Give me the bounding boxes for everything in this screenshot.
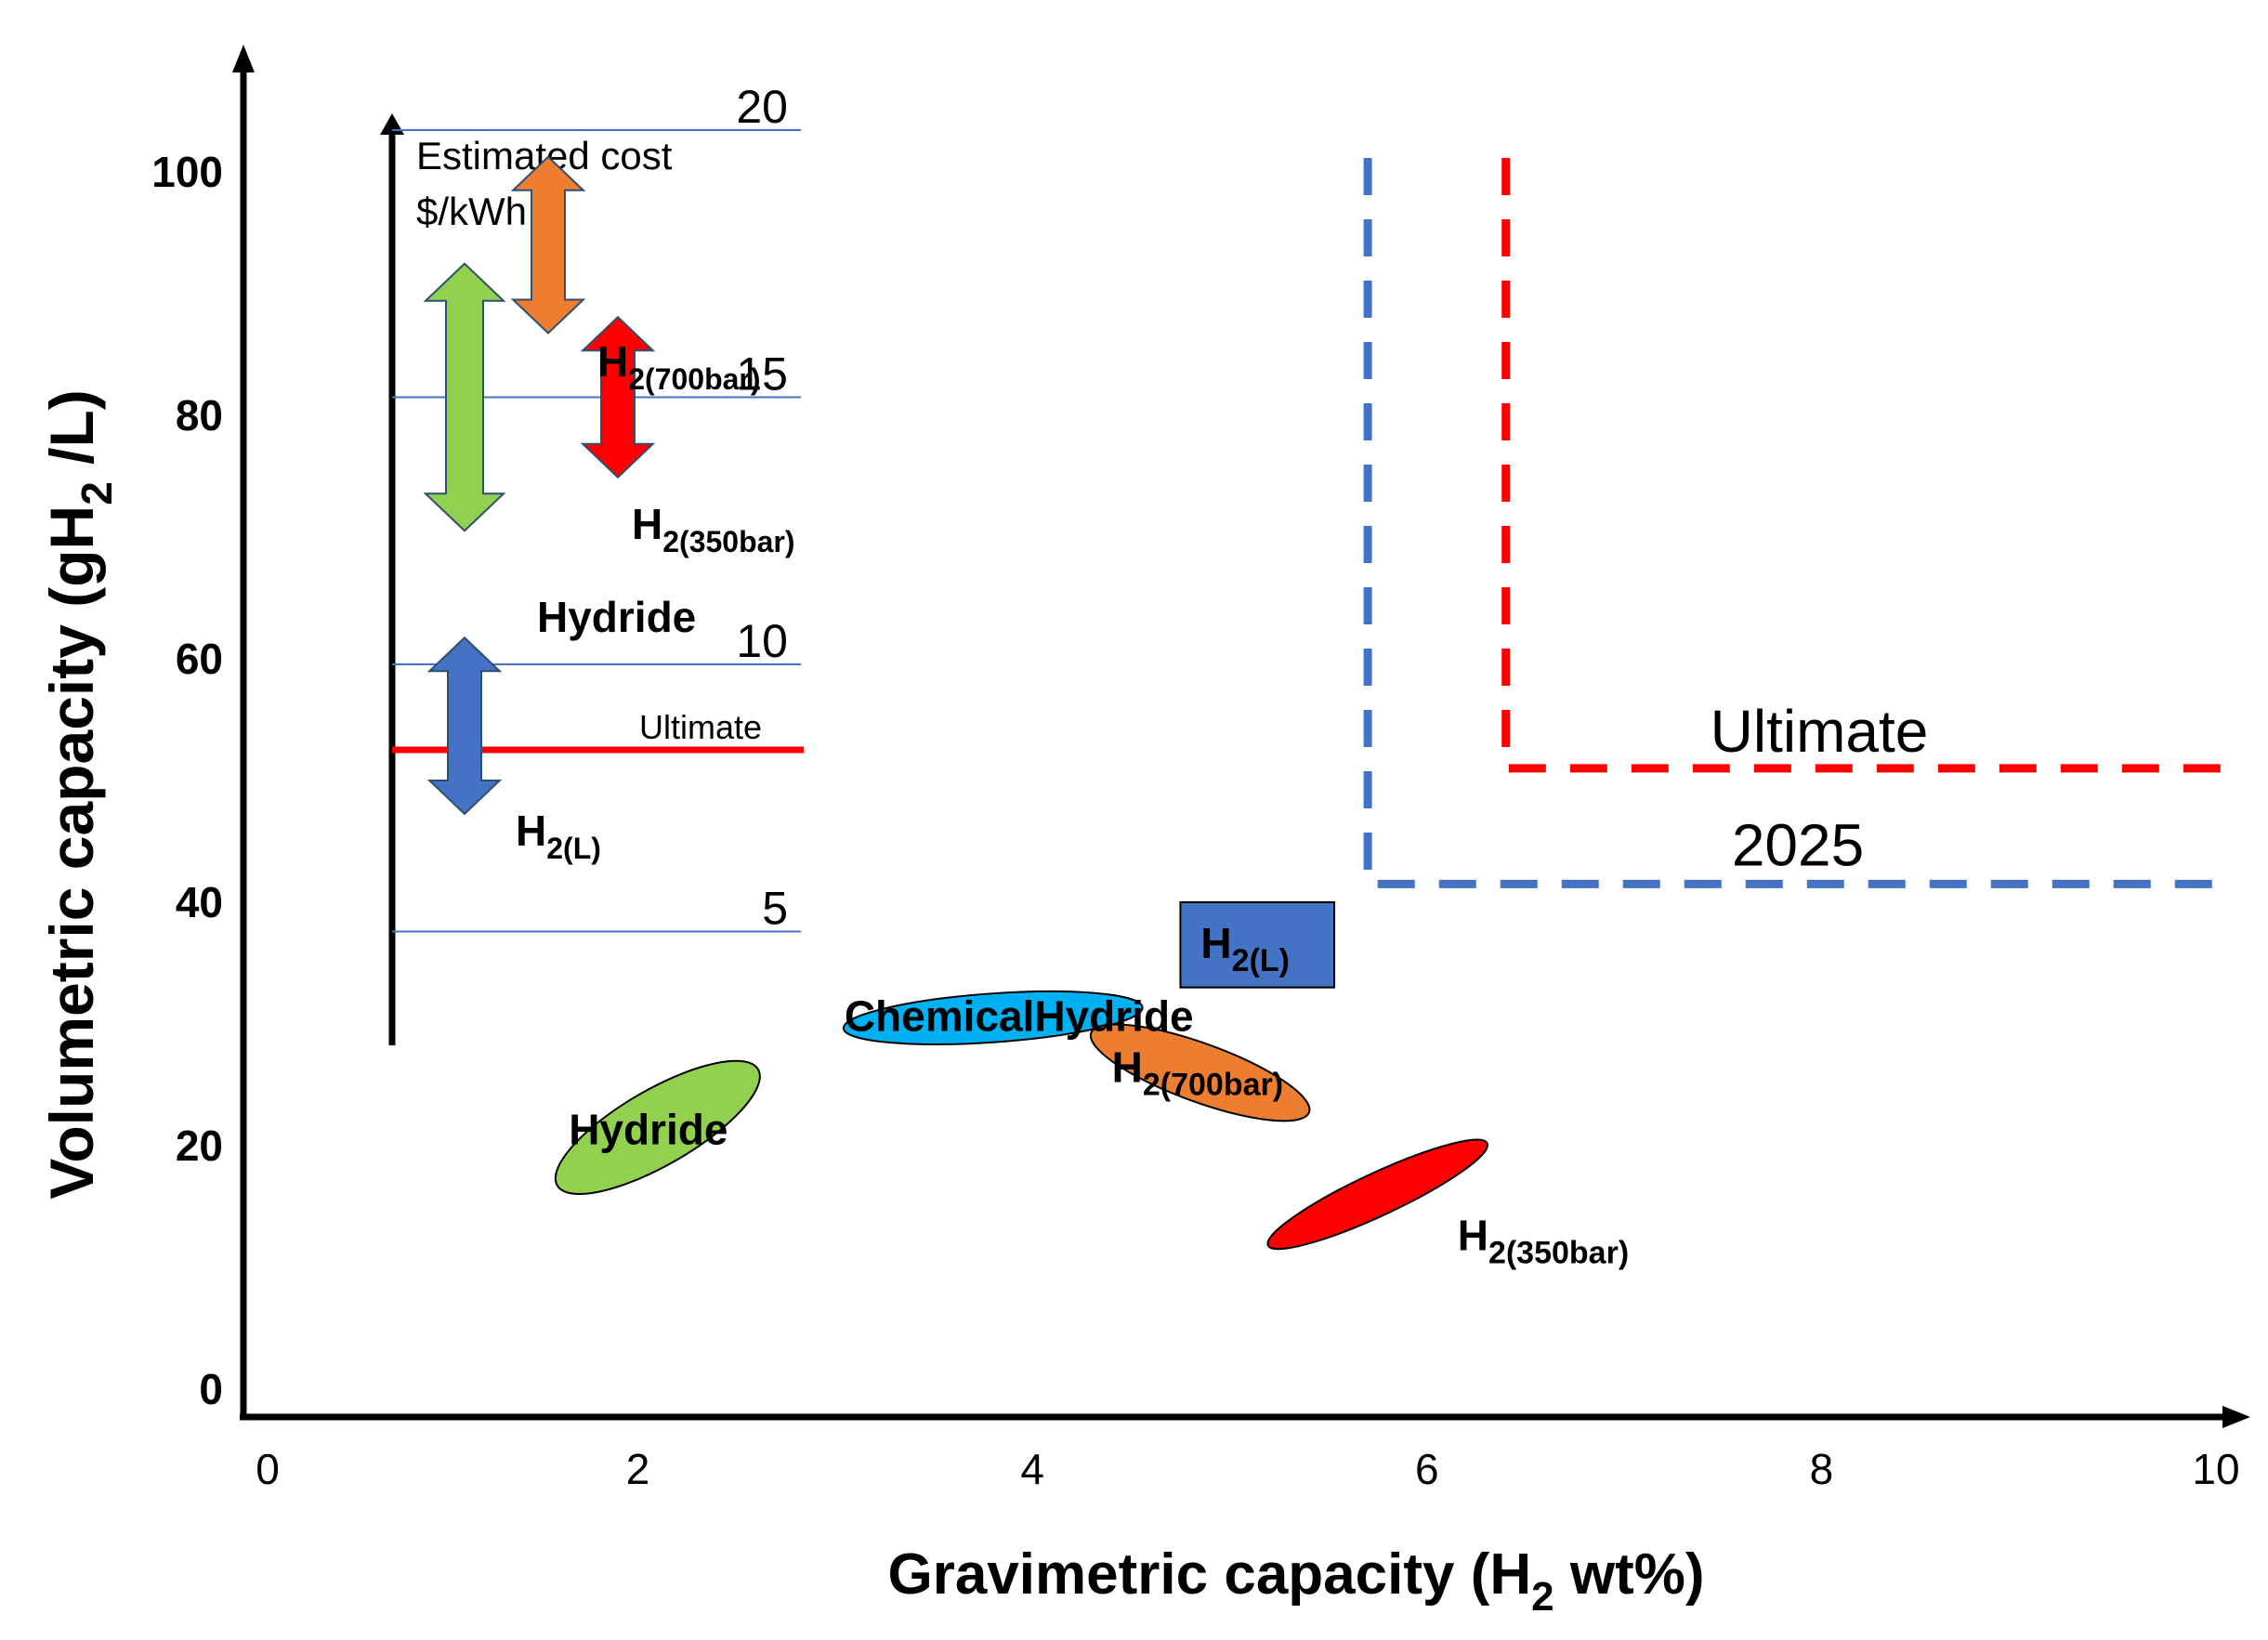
region-hydride	[554, 1059, 761, 1195]
x-axis-arrowhead	[2222, 1406, 2250, 1428]
x-tick-label: 4	[1020, 1445, 1044, 1493]
cost-tick-label: 10	[736, 615, 788, 667]
cost-tick-label: 20	[736, 81, 788, 133]
x-axis-title: Gravimetric capacity (H2 wt%)	[887, 1542, 1704, 1620]
y-tick-label: 0	[199, 1365, 223, 1413]
target-lines: 2025 Ultimate	[1363, 158, 2221, 888]
y-axis-title: Volumetric capacity (gH2 /L)	[37, 389, 121, 1200]
target-label-2025: 2025	[1732, 811, 1864, 878]
cost-arrow-hydride	[423, 262, 506, 532]
x-tick-label: 10	[2192, 1445, 2239, 1493]
target-line-2025	[1363, 158, 2221, 888]
cost-target-label: Ultimate	[639, 708, 762, 746]
y-tick-label: 40	[176, 878, 223, 926]
cost-tick-label: 5	[762, 883, 788, 935]
cost-label-h2-700bar: H2(700bar)	[597, 337, 761, 396]
cost-axis-arrowhead	[380, 113, 404, 135]
region-label-h2-700bar: H2(700bar)	[1112, 1043, 1283, 1102]
target-label-ultimate: Ultimate	[1711, 698, 1929, 765]
region-h2-700bar	[1089, 1023, 1311, 1122]
region-label-hydride: Hydride	[569, 1105, 728, 1153]
x-tick-label: 0	[256, 1445, 280, 1493]
x-tick-label: 6	[1415, 1445, 1439, 1493]
cost-axis-unit: $/kWh	[416, 190, 527, 233]
x-tick-label: 2	[626, 1445, 650, 1493]
target-line-ultimate	[1501, 158, 2221, 773]
axis-titles: Gravimetric capacity (H2 wt%) Volumetric …	[37, 389, 1705, 1620]
region-chemicalhydride	[842, 990, 1144, 1045]
region-label-h2-350bar: H2(350bar)	[1458, 1211, 1629, 1270]
cost-arrow-h2-700bar	[510, 155, 586, 335]
region-h2-350bar	[1266, 1138, 1488, 1251]
x-tick-label: 8	[1810, 1445, 1834, 1493]
region-h2-l	[1179, 901, 1336, 989]
cost-arrow-h2-l	[426, 636, 503, 816]
y-tick-label: 80	[176, 391, 223, 440]
region-label-chemicalhydride: ChemicalHydride	[845, 991, 1194, 1040]
y-axis-arrowhead	[232, 45, 255, 72]
cost-label-hydride: Hydride	[537, 593, 696, 641]
cost-tick-label: 15	[736, 348, 788, 400]
y-tick-label: 60	[176, 635, 223, 683]
cost-label-h2-350bar: H2(350bar)	[632, 500, 795, 558]
cost-label-h2-l: H2(L)	[516, 807, 601, 865]
y-tick-label: 20	[176, 1122, 223, 1170]
cost-inset: Estimated cost$/kWh5101520UltimateH2(700…	[380, 81, 804, 1045]
y-tick-label: 100	[151, 148, 223, 196]
cost-arrow-h2-350bar	[580, 315, 656, 479]
region-label-h2-l: H2(L)	[1200, 919, 1290, 978]
